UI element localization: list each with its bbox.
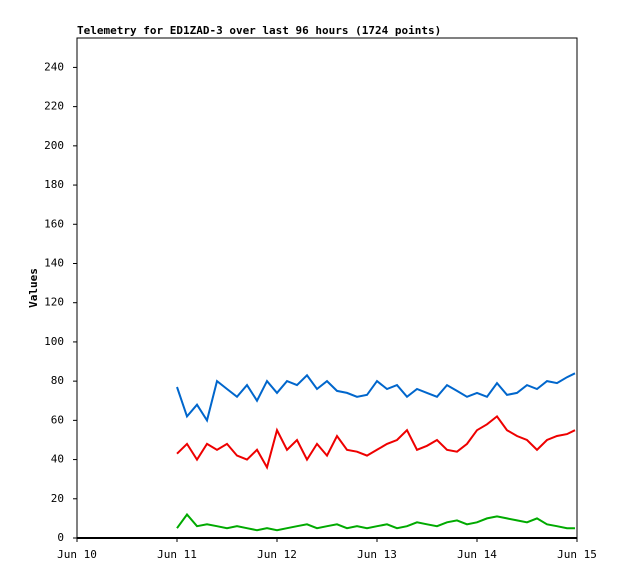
line-series bbox=[176, 372, 576, 423]
x-tick-label: Jun 12 bbox=[257, 548, 297, 561]
x-tick-label: Jun 10 bbox=[57, 548, 97, 561]
x-tick-label: Jun 15 bbox=[557, 548, 597, 561]
y-tick-label: 60 bbox=[51, 413, 64, 426]
x-tick-label: Jun 14 bbox=[457, 548, 497, 561]
line-series bbox=[176, 512, 575, 532]
y-tick-label: 240 bbox=[44, 60, 64, 73]
y-tick-label: 200 bbox=[44, 139, 64, 152]
line-series bbox=[176, 414, 576, 471]
x-tick-label: Jun 13 bbox=[357, 548, 397, 561]
y-tick-label: 20 bbox=[51, 492, 64, 505]
x-tick-label: Jun 11 bbox=[157, 548, 197, 561]
y-tick-label: 140 bbox=[44, 256, 64, 269]
y-tick-label: 100 bbox=[44, 335, 64, 348]
y-tick-label: 120 bbox=[44, 296, 64, 309]
y-tick-label: 0 bbox=[57, 531, 64, 544]
chart-title: Telemetry for ED1ZAD-3 over last 96 hour… bbox=[77, 24, 441, 37]
y-tick-label: 180 bbox=[44, 178, 64, 191]
y-tick-label: 220 bbox=[44, 100, 64, 113]
plot-area bbox=[76, 37, 578, 539]
y-tick-label: 80 bbox=[51, 374, 64, 387]
y-tick-label: 160 bbox=[44, 217, 64, 230]
y-axis-label: Values bbox=[27, 268, 40, 308]
y-tick-label: 40 bbox=[51, 453, 64, 466]
